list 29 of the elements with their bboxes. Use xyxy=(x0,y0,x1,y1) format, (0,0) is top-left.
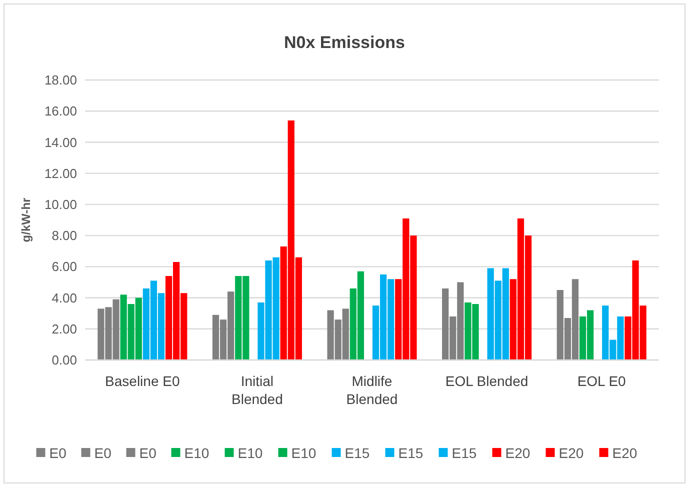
legend-label: E20 xyxy=(558,444,584,461)
y-tick-label: 2.00 xyxy=(52,321,77,336)
y-tick-label: 14.00 xyxy=(44,134,77,150)
chart-title: N0x Emissions xyxy=(284,33,405,52)
y-tick-label: 12.00 xyxy=(44,166,77,181)
x-tick-label: EOL Blended xyxy=(445,373,528,389)
y-tick-label: 8.00 xyxy=(52,228,77,244)
y-tick-label: 4.00 xyxy=(52,290,77,306)
legend-label: E0 xyxy=(94,444,112,461)
x-tick-label: Baseline E0 xyxy=(105,373,180,389)
x-tick-label: Initial Blended xyxy=(232,373,283,407)
y-tick-label: 18.00 xyxy=(44,72,77,88)
y-tick-label: 16.00 xyxy=(44,104,77,119)
legend-label: E10 xyxy=(291,444,316,461)
legend-label: E15 xyxy=(452,444,477,461)
legend-label: E10 xyxy=(238,444,263,461)
legend-label: E20 xyxy=(505,444,530,461)
legend-label: E10 xyxy=(184,444,210,461)
y-tick-label: 10.00 xyxy=(44,196,77,212)
y-tick-label: 0.00 xyxy=(52,352,77,368)
legend-label: E20 xyxy=(612,444,638,461)
legend-label: E0 xyxy=(139,444,157,461)
x-tick-label: Midlife Blended xyxy=(346,373,398,407)
y-tick-label: 6.00 xyxy=(52,259,77,274)
y-axis-title: g/kW-hr xyxy=(19,197,33,242)
legend-label: E15 xyxy=(398,444,424,461)
x-tick-label: EOL E0 xyxy=(577,373,626,389)
legend-label: E0 xyxy=(49,444,67,461)
legend-label: E15 xyxy=(344,444,370,461)
